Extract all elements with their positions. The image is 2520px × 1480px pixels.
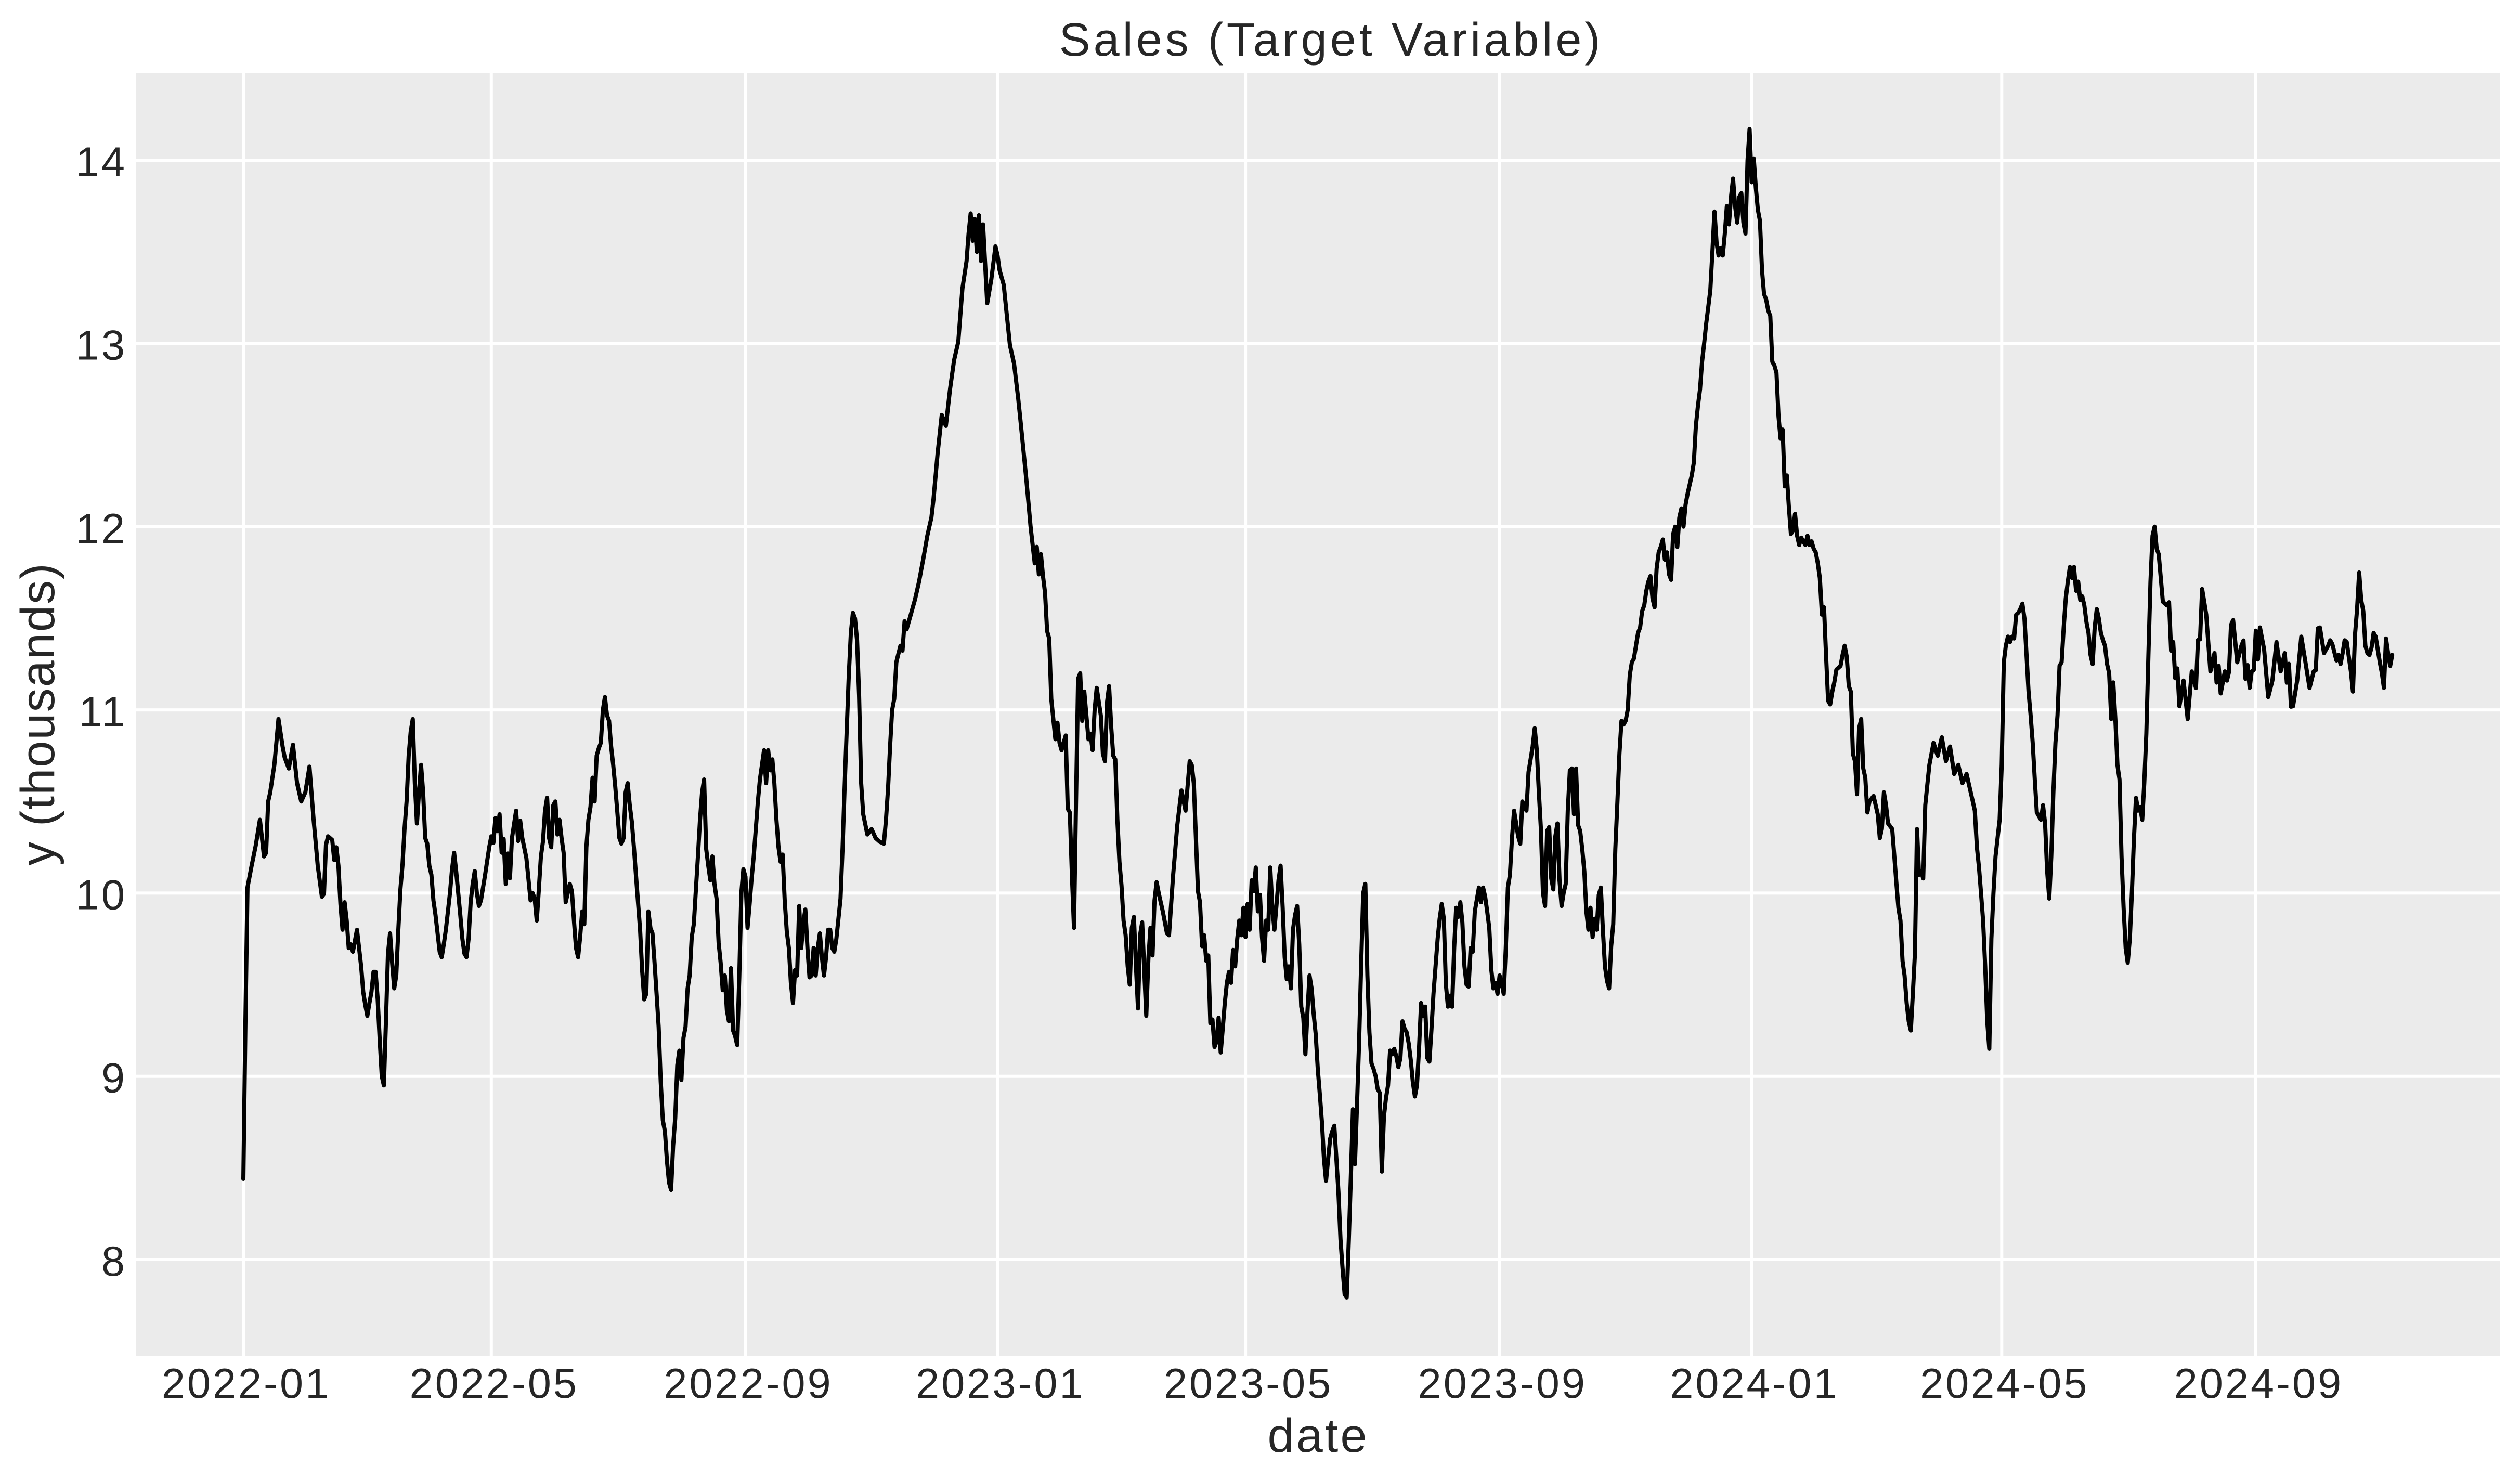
svg-text:2022-09: 2022-09	[664, 1360, 833, 1407]
svg-text:Sales (Target Variable): Sales (Target Variable)	[1059, 14, 1604, 66]
svg-text:14: 14	[76, 139, 127, 186]
svg-text:2022-01: 2022-01	[162, 1360, 331, 1407]
svg-text:2024-09: 2024-09	[2174, 1360, 2343, 1407]
svg-text:2023-05: 2023-05	[1164, 1360, 1333, 1407]
svg-text:y (thousands): y (thousands)	[11, 562, 64, 865]
svg-text:10: 10	[76, 872, 127, 918]
svg-text:2022-05: 2022-05	[410, 1360, 579, 1407]
svg-text:8: 8	[101, 1238, 127, 1285]
svg-text:2023-09: 2023-09	[1418, 1360, 1587, 1407]
svg-text:9: 9	[101, 1055, 127, 1102]
svg-text:date: date	[1267, 1409, 1369, 1462]
svg-text:13: 13	[76, 322, 127, 369]
svg-text:2024-01: 2024-01	[1670, 1360, 1839, 1407]
svg-text:11: 11	[79, 689, 127, 735]
svg-text:2023-01: 2023-01	[916, 1360, 1085, 1407]
svg-text:2024-05: 2024-05	[1920, 1360, 2089, 1407]
svg-text:12: 12	[76, 505, 127, 552]
